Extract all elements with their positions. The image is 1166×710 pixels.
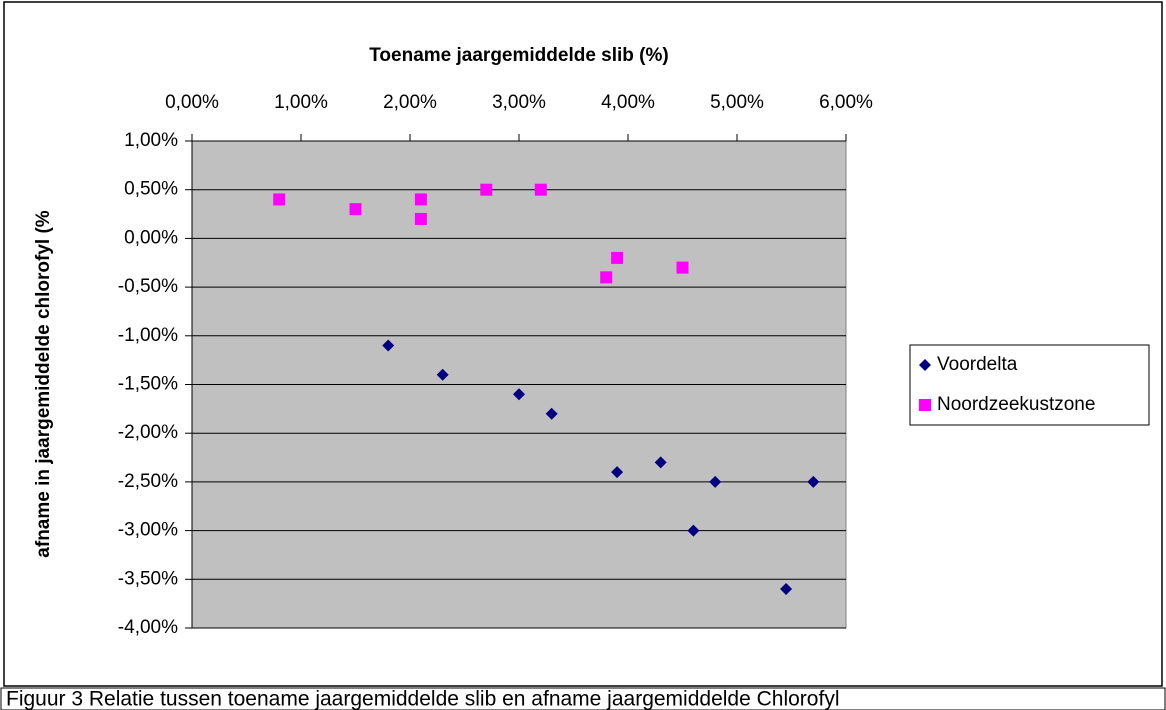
diamond-marker bbox=[654, 456, 667, 469]
y-axis-title: afname in jaargemiddelde chlorofyl (% bbox=[33, 210, 54, 557]
x-tick-label: 4,00% bbox=[601, 92, 655, 113]
y-tick-label: -3,50% bbox=[118, 568, 178, 589]
diamond-marker bbox=[709, 475, 722, 488]
legend bbox=[909, 344, 1150, 426]
legend-label: Voordelta bbox=[937, 354, 1018, 375]
square-marker bbox=[349, 203, 362, 216]
diamond-marker bbox=[687, 524, 700, 537]
x-tick-label: 1,00% bbox=[274, 92, 328, 113]
square-marker bbox=[414, 193, 427, 206]
square-marker bbox=[273, 193, 286, 206]
y-tick-label: -4,00% bbox=[118, 617, 178, 638]
y-tick-label: 0,00% bbox=[124, 227, 178, 248]
diamond-marker bbox=[513, 388, 525, 401]
legend-label: Noordzeekustzone bbox=[937, 394, 1095, 415]
legend-marker bbox=[919, 399, 931, 411]
diamond-marker bbox=[545, 407, 558, 420]
square-marker bbox=[480, 183, 493, 196]
caption-box bbox=[0, 687, 1166, 710]
square-marker bbox=[534, 183, 547, 196]
diamond-marker bbox=[611, 466, 624, 479]
square-marker bbox=[600, 271, 613, 284]
square-marker bbox=[414, 212, 427, 225]
x-tick-label: 5,00% bbox=[710, 92, 764, 113]
legend-marker bbox=[919, 359, 931, 371]
x-tick-label: 0,00% bbox=[165, 92, 219, 113]
x-tick-label: 6,00% bbox=[819, 92, 873, 113]
y-tick-label: 1,00% bbox=[124, 130, 178, 151]
y-tick-label: -1,50% bbox=[118, 374, 178, 395]
diamond-marker bbox=[382, 339, 395, 352]
caption: Figuur 3 Relatie tussen toename jaargemi… bbox=[6, 688, 839, 710]
x-tick-label: 2,00% bbox=[383, 92, 437, 113]
x-tick-label: 3,00% bbox=[492, 92, 546, 113]
y-tick-label: 0,50% bbox=[124, 179, 178, 200]
y-tick-label: -0,50% bbox=[118, 276, 178, 297]
diamond-marker bbox=[807, 475, 820, 488]
x-axis-title: Toename jaargemiddelde slib (%) bbox=[369, 45, 669, 66]
square-marker bbox=[611, 251, 624, 264]
y-tick-label: -2,00% bbox=[118, 422, 178, 443]
diamond-marker bbox=[436, 368, 449, 381]
y-tick-label: -1,00% bbox=[118, 325, 178, 346]
y-tick-label: -2,50% bbox=[118, 471, 178, 492]
y-tick-label: -3,00% bbox=[118, 520, 178, 541]
diamond-marker bbox=[780, 583, 793, 596]
square-marker bbox=[676, 261, 689, 274]
